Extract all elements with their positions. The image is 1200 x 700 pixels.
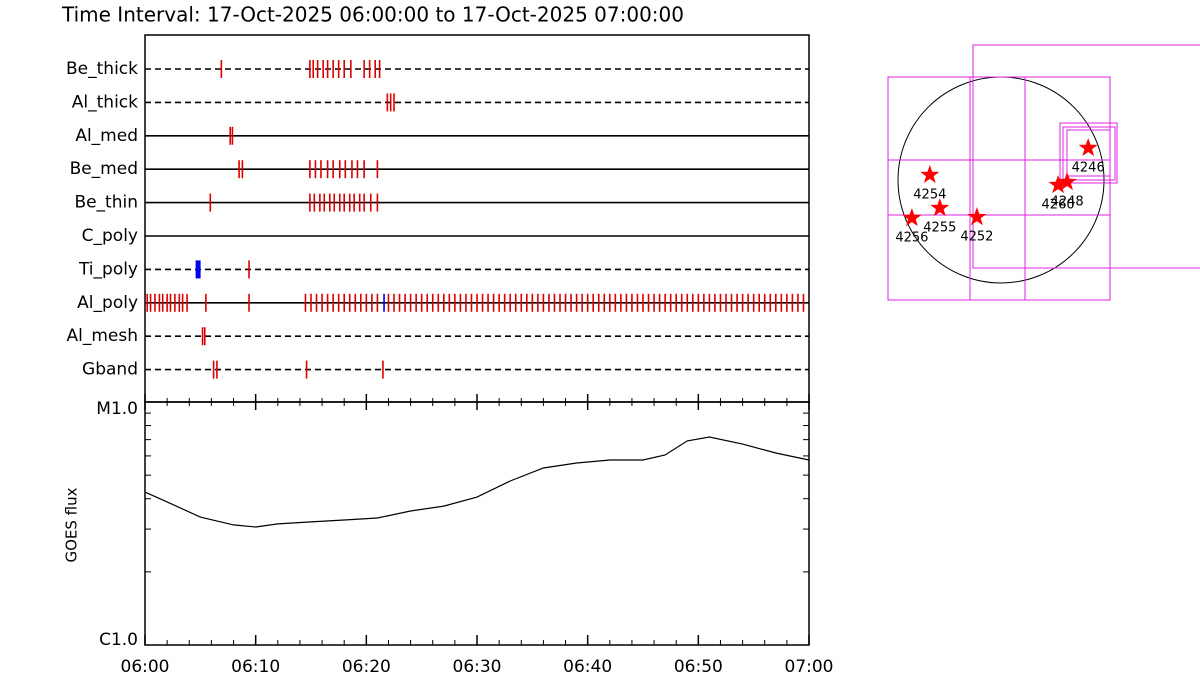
row-label: Gband (82, 360, 138, 380)
row-label: C_poly (82, 226, 138, 246)
fov-box (887, 159, 1111, 216)
fov-box (1059, 122, 1118, 184)
timeline-frame (144, 34, 810, 403)
y-axis-label: GOES flux (63, 487, 81, 562)
fov-box (969, 76, 1026, 301)
region-star (930, 198, 950, 217)
region-star (902, 208, 922, 227)
region-label: 4256 (895, 231, 928, 246)
x-tick-label: 07:00 (785, 657, 834, 677)
x-tick-label: 06:30 (453, 657, 502, 677)
chart-title: Time Interval: 17-Oct-2025 06:00:00 to 1… (61, 3, 684, 27)
row-label: Al_med (75, 126, 138, 146)
fov-box (1066, 129, 1111, 177)
x-tick-label: 06:00 (121, 657, 170, 677)
row-label: Be_thin (74, 193, 138, 213)
x-tick-label: 06:20 (342, 657, 391, 677)
region-label: 4260 (1042, 198, 1075, 213)
region-label: 4255 (923, 221, 956, 236)
region-star (967, 207, 987, 226)
row-label: Al_thick (72, 92, 138, 112)
region-label: 4246 (1072, 160, 1105, 175)
row-label: Be_thick (66, 59, 138, 79)
y-tick-label: M1.0 (96, 399, 138, 419)
region-label: 4254 (913, 187, 946, 202)
row-label: Al_poly (77, 293, 138, 313)
region-star (920, 164, 940, 183)
region-label: 4252 (960, 230, 993, 245)
x-tick-label: 06:10 (231, 657, 280, 677)
y-tick-label: C1.0 (99, 630, 138, 650)
goes-line (144, 436, 810, 528)
fov-box (972, 44, 1200, 269)
row-label: Ti_poly (78, 259, 138, 279)
row-label: Be_med (70, 159, 138, 179)
goes-frame (144, 401, 810, 646)
region-star (1078, 138, 1098, 157)
fov-box (1062, 126, 1116, 181)
region-star (1057, 172, 1077, 191)
x-tick-label: 06:50 (674, 657, 723, 677)
row-label: Al_mesh (66, 326, 138, 346)
solar-map (887, 44, 1200, 301)
region-star (1048, 175, 1068, 194)
region-label: 4248 (1051, 195, 1084, 210)
x-tick-label: 06:40 (563, 657, 612, 677)
